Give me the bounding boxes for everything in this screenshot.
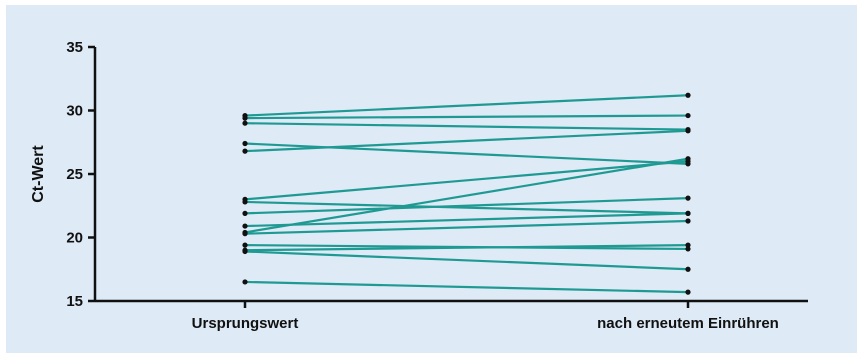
- series-line: [244, 114, 689, 120]
- chart-background: [6, 5, 857, 353]
- series-markers: [242, 92, 691, 295]
- x-axis-tick-labels: Ursprungswert nach erneutem Einrühren: [192, 301, 779, 332]
- y-tick-label: 25: [66, 166, 83, 183]
- series-line: [244, 129, 689, 153]
- data-point: [685, 112, 691, 119]
- data-point: [685, 218, 691, 224]
- data-point: [685, 156, 691, 162]
- data-point: [242, 115, 248, 121]
- series-line: [244, 142, 689, 165]
- series-line: [244, 200, 689, 215]
- series-line: [244, 94, 689, 117]
- data-point: [685, 266, 691, 272]
- data-point: [242, 279, 248, 285]
- y-tick-label: 30: [66, 103, 83, 120]
- data-point: [242, 199, 248, 205]
- data-point: [242, 140, 248, 147]
- data-point: [242, 223, 248, 229]
- series-line: [244, 160, 689, 201]
- data-point: [242, 248, 248, 255]
- data-point: [685, 195, 691, 201]
- data-point: [242, 231, 248, 237]
- series-line: [244, 122, 689, 131]
- x-tick-label: Ursprungswert: [192, 315, 299, 332]
- data-point: [685, 128, 691, 134]
- y-axis-ticks: 15 20 25 30 35: [66, 39, 95, 310]
- data-point: [685, 289, 691, 295]
- axes: [93, 47, 808, 303]
- series-line: [244, 250, 689, 271]
- data-point: [685, 246, 691, 252]
- series-line: [244, 212, 689, 228]
- series-line: [244, 219, 689, 235]
- series-line: [244, 280, 689, 294]
- x-tick-label: nach erneutem Einrühren: [597, 315, 779, 332]
- series-line: [244, 157, 689, 234]
- y-axis-title: Ct-Wert: [30, 145, 47, 203]
- data-point: [242, 242, 248, 248]
- y-tick-label: 15: [66, 293, 83, 310]
- data-point: [685, 92, 691, 98]
- data-point: [242, 148, 248, 154]
- y-tick-label: 35: [66, 39, 83, 56]
- data-point: [685, 242, 691, 248]
- data-point: [242, 210, 248, 216]
- data-point: [685, 210, 691, 216]
- data-point: [242, 120, 248, 126]
- series-line: [244, 244, 689, 252]
- series-line: [244, 197, 689, 215]
- series-lines: [244, 94, 689, 294]
- y-tick-label: 20: [66, 230, 83, 247]
